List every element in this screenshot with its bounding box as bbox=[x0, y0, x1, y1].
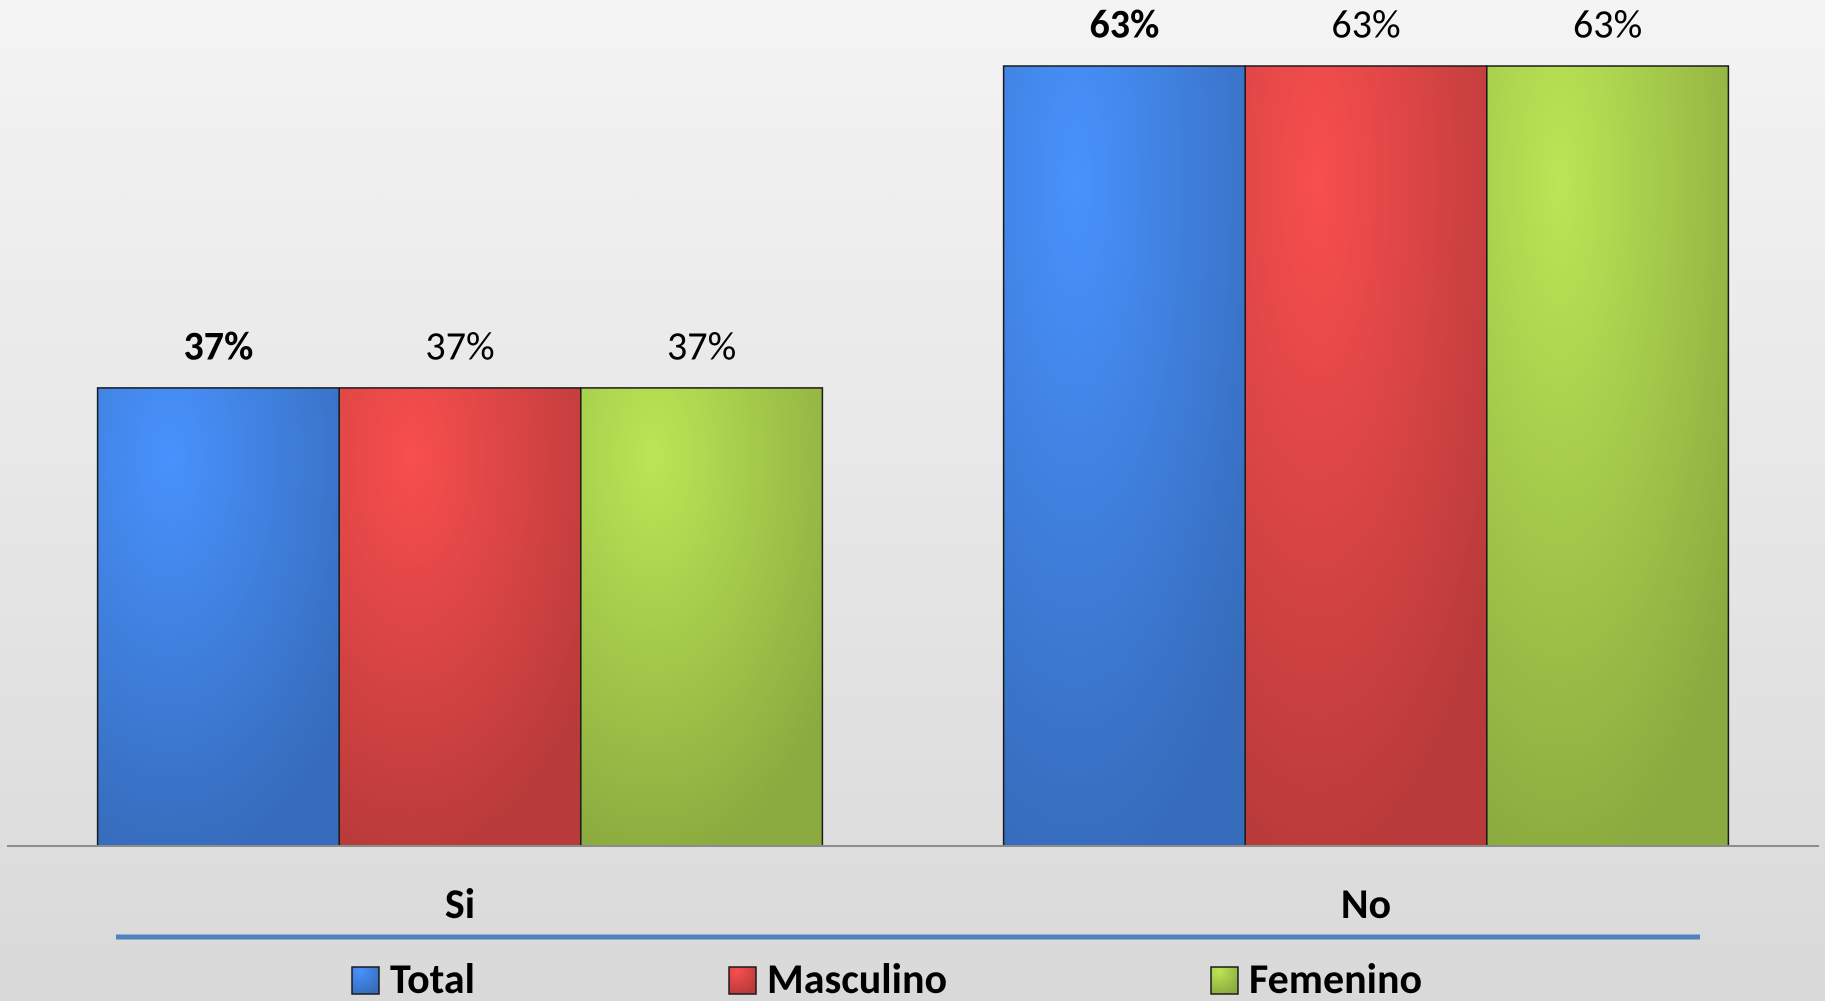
bar bbox=[96, 387, 340, 847]
bar bbox=[1002, 65, 1246, 847]
data-label: 37% bbox=[425, 321, 494, 370]
legend-label: Masculino bbox=[767, 954, 947, 1001]
bar bbox=[1486, 65, 1730, 847]
legend-swatch bbox=[728, 966, 757, 995]
x-tick-label: Si bbox=[445, 879, 475, 930]
bar bbox=[1244, 65, 1488, 847]
legend-swatch bbox=[351, 966, 380, 995]
data-label: 37% bbox=[184, 322, 254, 371]
bar bbox=[338, 387, 582, 847]
data-label: 63% bbox=[1331, 0, 1400, 49]
data-label: 37% bbox=[667, 321, 736, 370]
x-tick-label: No bbox=[1341, 879, 1391, 930]
legend-label: Total bbox=[390, 954, 475, 1001]
data-label: 63% bbox=[1090, 0, 1160, 49]
bar bbox=[580, 387, 824, 847]
legend-label: Femenino bbox=[1249, 954, 1422, 1001]
legend-swatch bbox=[1210, 966, 1239, 995]
data-label: 63% bbox=[1573, 0, 1642, 49]
